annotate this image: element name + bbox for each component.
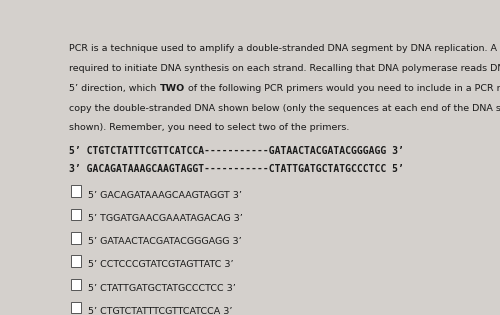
Text: 5’ TGGATGAACGAAATAGACAG 3’: 5’ TGGATGAACGAAATAGACAG 3’ [88, 214, 242, 223]
Text: of the following PCR primers would you need to include in a PCR reaction to: of the following PCR primers would you n… [185, 84, 500, 93]
Text: required to initiate DNA synthesis on each strand. Recalling that DNA polymerase: required to initiate DNA synthesis on ea… [70, 64, 500, 73]
Text: shown). Remember, you need to select two of the primers.: shown). Remember, you need to select two… [70, 123, 350, 132]
FancyBboxPatch shape [71, 185, 81, 197]
FancyBboxPatch shape [71, 232, 81, 243]
FancyBboxPatch shape [71, 255, 81, 267]
Text: 5’ direction, which: 5’ direction, which [70, 84, 160, 93]
FancyBboxPatch shape [71, 278, 81, 290]
Text: TWO: TWO [160, 84, 185, 93]
Text: 3’ GACAGATAAAGCAAGTAGGT-----------CTATTGATGCTATGCCCTCC 5’: 3’ GACAGATAAAGCAAGTAGGT-----------CTATTG… [70, 164, 404, 175]
Text: 5’ CTATTGATGCTATGCCCTCC 3’: 5’ CTATTGATGCTATGCCCTCC 3’ [88, 284, 236, 293]
FancyBboxPatch shape [71, 209, 81, 220]
FancyBboxPatch shape [71, 302, 81, 313]
Text: 5’ CTGTCTATTTCGTTCATCCA 3’: 5’ CTGTCTATTTCGTTCATCCA 3’ [88, 307, 232, 315]
Text: 5’ CCTCCCGTATCGTAGTTATC 3’: 5’ CCTCCCGTATCGTAGTTATC 3’ [88, 261, 234, 269]
Text: 5’ GATAACTACGATACGGGAGG 3’: 5’ GATAACTACGATACGGGAGG 3’ [88, 237, 242, 246]
Text: copy the double-stranded DNA shown below (only the sequences at each end of the : copy the double-stranded DNA shown below… [70, 104, 500, 112]
Text: PCR is a technique used to amplify a double-stranded DNA segment by DNA replicat: PCR is a technique used to amplify a dou… [70, 44, 500, 53]
Text: 5’ CTGTCTATTTCGTTCATCCA-----------GATAACTACGATACGGGAGG 3’: 5’ CTGTCTATTTCGTTCATCCA-----------GATAAC… [70, 146, 404, 156]
Text: 5’ GACAGATAAAGCAAGTAGGT 3’: 5’ GACAGATAAAGCAAGTAGGT 3’ [88, 191, 242, 200]
